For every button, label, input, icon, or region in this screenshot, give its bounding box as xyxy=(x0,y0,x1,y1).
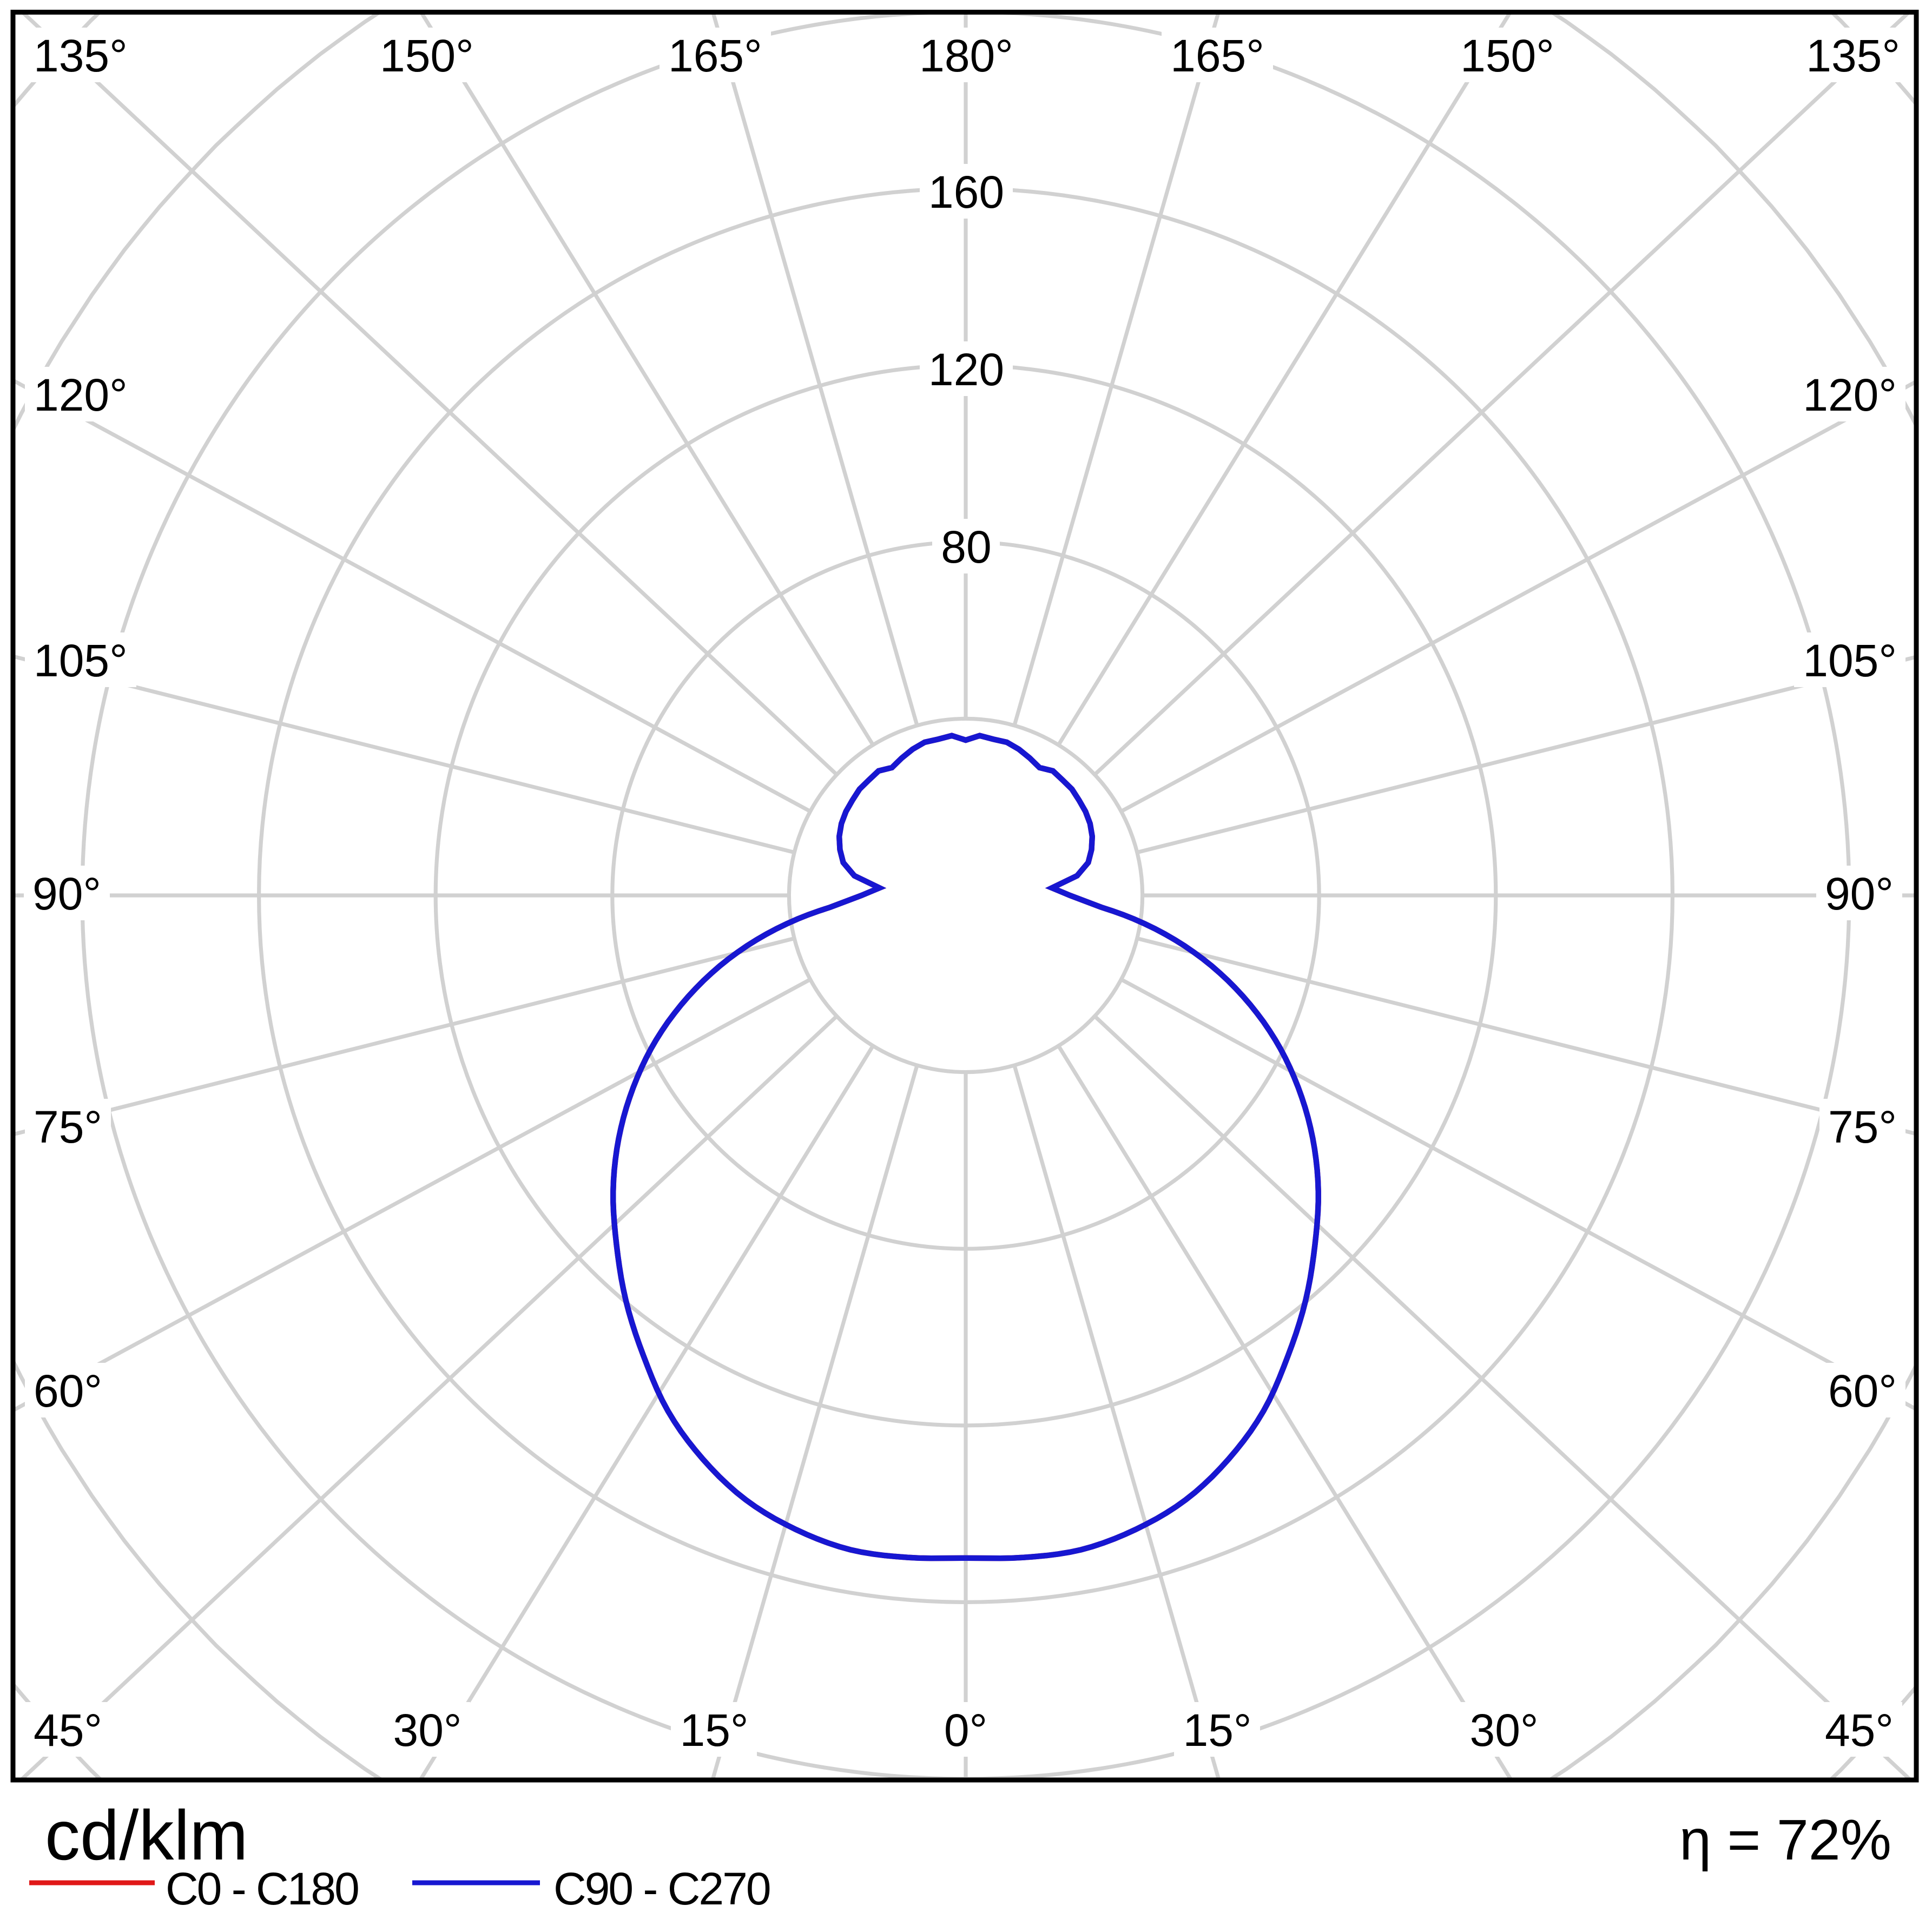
svg-text:C90 - C270: C90 - C270 xyxy=(553,1863,770,1914)
svg-text:60°: 60° xyxy=(1828,1366,1897,1416)
svg-text:150°: 150° xyxy=(380,30,474,81)
svg-text:90°: 90° xyxy=(1825,868,1894,919)
svg-text:75°: 75° xyxy=(34,1102,102,1152)
svg-text:90°: 90° xyxy=(32,868,101,919)
svg-text:135°: 135° xyxy=(1806,30,1900,81)
svg-text:15°: 15° xyxy=(1183,1705,1251,1756)
svg-text:105°: 105° xyxy=(34,635,128,686)
svg-text:cd/klm: cd/klm xyxy=(45,1796,248,1875)
svg-text:150°: 150° xyxy=(1460,30,1554,81)
svg-text:180°: 180° xyxy=(919,30,1013,81)
svg-text:120°: 120° xyxy=(34,370,128,420)
svg-text:80: 80 xyxy=(941,522,991,572)
svg-text:165°: 165° xyxy=(668,30,762,81)
svg-text:165°: 165° xyxy=(1170,30,1264,81)
svg-text:15°: 15° xyxy=(680,1705,748,1756)
svg-text:120°: 120° xyxy=(1803,370,1897,420)
svg-text:160: 160 xyxy=(928,167,1004,217)
svg-text:45°: 45° xyxy=(1825,1705,1894,1756)
svg-text:30°: 30° xyxy=(393,1705,461,1756)
svg-text:η = 72%: η = 72% xyxy=(1679,1808,1891,1872)
svg-text:30°: 30° xyxy=(1469,1705,1538,1756)
svg-text:45°: 45° xyxy=(34,1705,102,1756)
svg-text:75°: 75° xyxy=(1828,1102,1897,1152)
svg-text:60°: 60° xyxy=(34,1366,102,1416)
svg-text:120: 120 xyxy=(928,344,1004,395)
svg-text:135°: 135° xyxy=(34,30,128,81)
svg-text:0°: 0° xyxy=(944,1705,987,1756)
svg-text:105°: 105° xyxy=(1803,635,1897,686)
svg-text:C0 - C180: C0 - C180 xyxy=(166,1863,358,1914)
